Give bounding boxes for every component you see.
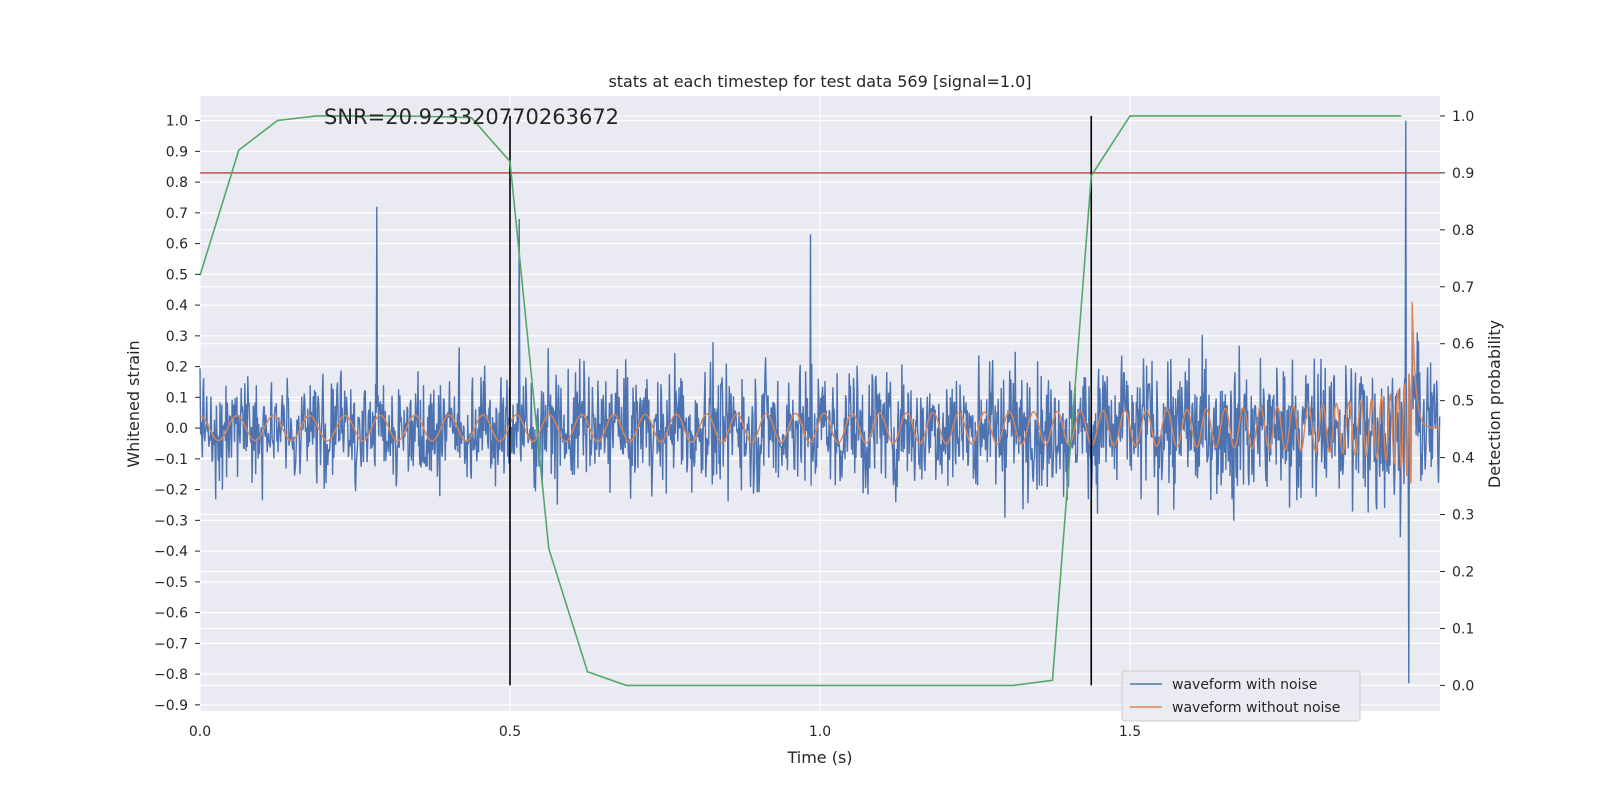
overlay-layer <box>199 115 1440 687</box>
y2-tick-label: 0.0 <box>1452 678 1474 694</box>
x-axis-label: Time (s) <box>786 748 852 767</box>
y-tick-label: −0.7 <box>154 636 188 652</box>
y-tick-label: 0.1 <box>166 390 188 406</box>
y-tick-label: 0.3 <box>166 329 188 345</box>
clean-waveform-layer <box>200 301 1440 484</box>
y-tick-label: −0.1 <box>154 452 188 468</box>
y2-axis-label: Detection probability <box>1485 320 1504 488</box>
ticks-layer: 1.0 0.9 0.8 0.7 0.6 0.5 0.4 0.3 0.2 0.1 0.0 −0.1 −0.… <box>154 109 1474 740</box>
y-tick-label: −0.4 <box>154 544 188 560</box>
chart-title: stats at each timestep for test data 569… <box>608 72 1031 91</box>
y-tick-label: −0.2 <box>154 483 188 499</box>
y-tick-label: 0.2 <box>166 360 188 376</box>
legend: waveform with noise waveform without noi… <box>1121 670 1361 722</box>
y2-tick-label: 0.1 <box>1452 621 1474 637</box>
y2-tick-label: 0.6 <box>1452 337 1474 353</box>
y-tick-label: 1.0 <box>166 114 188 130</box>
x-tick-label: 0.5 <box>499 724 521 740</box>
legend-label-noisy: waveform with noise <box>1172 677 1317 693</box>
y-tick-label: −0.8 <box>154 667 188 683</box>
y-tick-label: 0.7 <box>166 206 188 222</box>
y-tick-label: −0.9 <box>154 698 188 714</box>
y2-tick-label: 0.7 <box>1452 280 1474 296</box>
y-tick-label: 0.0 <box>166 421 188 437</box>
snr-annotation: SNR=20.923320770263672 <box>324 105 619 129</box>
y2-tick-label: 0.3 <box>1452 508 1474 524</box>
y2-tick-label: 0.8 <box>1452 223 1474 239</box>
x-tick-label: 1.0 <box>809 724 831 740</box>
y-tick-label: −0.5 <box>154 575 188 591</box>
y2-tick-label: 0.5 <box>1452 394 1474 410</box>
y-tick-label: 0.5 <box>166 267 188 283</box>
y2-tick-label: 0.4 <box>1452 451 1474 467</box>
legend-label-clean: waveform without noise <box>1172 700 1340 716</box>
y-tick-label: 0.8 <box>166 175 188 191</box>
legend-box <box>1121 670 1361 722</box>
y-axis-label: Whitened strain <box>124 340 143 467</box>
clean-waveform-line <box>200 301 1440 484</box>
y2-tick-label: 1.0 <box>1452 109 1474 125</box>
y-tick-label: −0.3 <box>154 513 188 529</box>
y-tick-label: 0.6 <box>166 237 188 253</box>
y-tick-label: 0.9 <box>166 144 188 160</box>
y-tick-label: 0.4 <box>166 298 188 314</box>
detection-probability-line <box>199 115 1402 687</box>
y2-tick-label: 0.9 <box>1452 166 1474 182</box>
y2-tick-label: 0.2 <box>1452 564 1474 580</box>
x-tick-label: 1.5 <box>1119 724 1141 740</box>
x-tick-label: 0.0 <box>189 724 211 740</box>
y-tick-label: −0.6 <box>154 606 188 622</box>
